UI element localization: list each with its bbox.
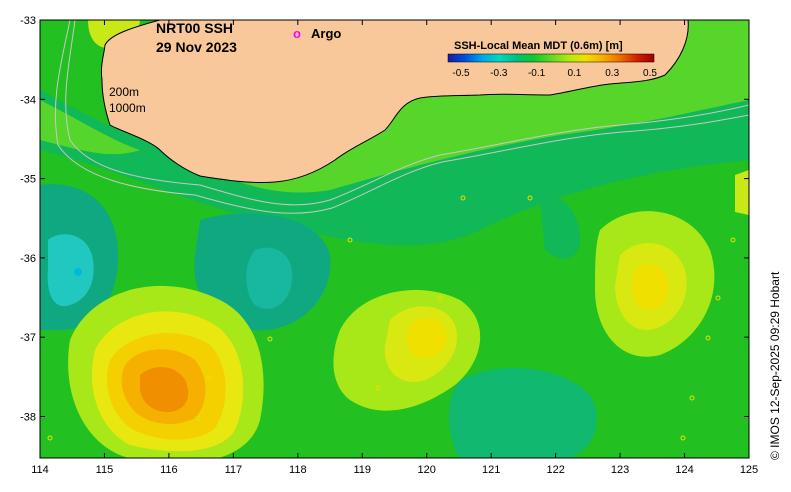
x-tick-label: 123 — [611, 464, 629, 476]
y-tick-label: -36 — [20, 253, 36, 265]
argo-float — [437, 295, 443, 301]
x-tick-label: 122 — [546, 464, 564, 476]
warm-eddy-east-core — [632, 264, 669, 311]
plot-area — [40, 20, 749, 458]
argo-float — [375, 385, 381, 391]
colorbar-tick-label: 0.5 — [643, 68, 657, 79]
argo-float — [47, 435, 53, 441]
plot-frame — [39, 19, 750, 459]
offshore-green-west — [40, 100, 140, 155]
x-tick-label: 124 — [675, 464, 693, 476]
argo-legend-label: Argo — [311, 26, 341, 41]
teal-eddy-west-inner — [47, 234, 94, 307]
argo-float — [347, 237, 353, 243]
title-line2: 29 Nov 2023 — [156, 39, 237, 55]
argo-float — [527, 195, 533, 201]
colorbar-tick-label: 0.1 — [567, 68, 581, 79]
yellow-patch-east — [735, 170, 749, 215]
colorbar — [447, 53, 655, 63]
x-tick-label: 115 — [96, 464, 114, 476]
x-axis: 114 115 116 117 118 119 120 121 122 123 124 125 — [31, 20, 758, 476]
colorbar-title: SSH-Local Mean MDT (0.6m) [m] — [454, 40, 623, 52]
teal-strip-east — [540, 197, 580, 259]
warm-eddy-center-core — [407, 317, 448, 359]
isobath-1000m-label: 1000m — [109, 101, 146, 115]
credit-text: © IMOS 12-Sep-2025 09:29 Hobart — [768, 271, 782, 460]
argo-float — [689, 395, 695, 401]
argo-float — [195, 415, 201, 421]
y-tick-label: -33 — [20, 15, 36, 27]
colorbar-tick-label: -0.1 — [528, 68, 546, 79]
isobath-1000m — [54, 20, 749, 214]
argo-float — [206, 375, 212, 381]
argo-float — [432, 315, 438, 321]
teal-eddy-south-outer — [448, 368, 597, 458]
x-tick-label: 118 — [289, 464, 307, 476]
isobath-200m-label: 200m — [109, 85, 139, 99]
teal-eddy-west-core — [74, 268, 82, 276]
argo-float — [680, 435, 686, 441]
warm-eddy-sw-core — [140, 366, 189, 413]
y-tick-label: -37 — [20, 332, 36, 344]
y-tick-label: -35 — [20, 174, 36, 186]
argo-float — [730, 237, 736, 243]
colorbar-ticks: -0.5 -0.3 -0.1 0.1 0.3 0.5 — [452, 68, 657, 79]
argo-float — [705, 335, 711, 341]
y-axis: -33 -34 -35 -36 -37 -38 — [20, 15, 749, 424]
argo-floats — [47, 195, 736, 441]
y-tick-label: -38 — [20, 412, 36, 424]
x-tick-label: 116 — [160, 464, 178, 476]
x-tick-label: 125 — [740, 464, 758, 476]
x-tick-label: 117 — [225, 464, 243, 476]
colorbar-tick-label: 0.3 — [605, 68, 619, 79]
coast-outline — [100, 20, 689, 184]
title-line1: NRT00 SSH — [156, 20, 233, 36]
x-tick-label: 119 — [353, 464, 371, 476]
argo-legend-symbol: o — [293, 26, 301, 41]
isobath-200m — [65, 20, 749, 206]
teal-eddy-center-inner — [246, 247, 293, 309]
yellow-patch-top-left — [88, 20, 140, 48]
argo-float — [715, 295, 721, 301]
colorbar-tick-label: -0.3 — [490, 68, 508, 79]
x-tick-label: 121 — [482, 464, 500, 476]
y-tick-label: -34 — [20, 94, 36, 106]
colorbar-tick-label: -0.5 — [452, 68, 470, 79]
x-tick-label: 120 — [418, 464, 436, 476]
argo-float — [460, 195, 466, 201]
argo-float — [267, 336, 273, 342]
x-tick-label: 114 — [31, 464, 49, 476]
